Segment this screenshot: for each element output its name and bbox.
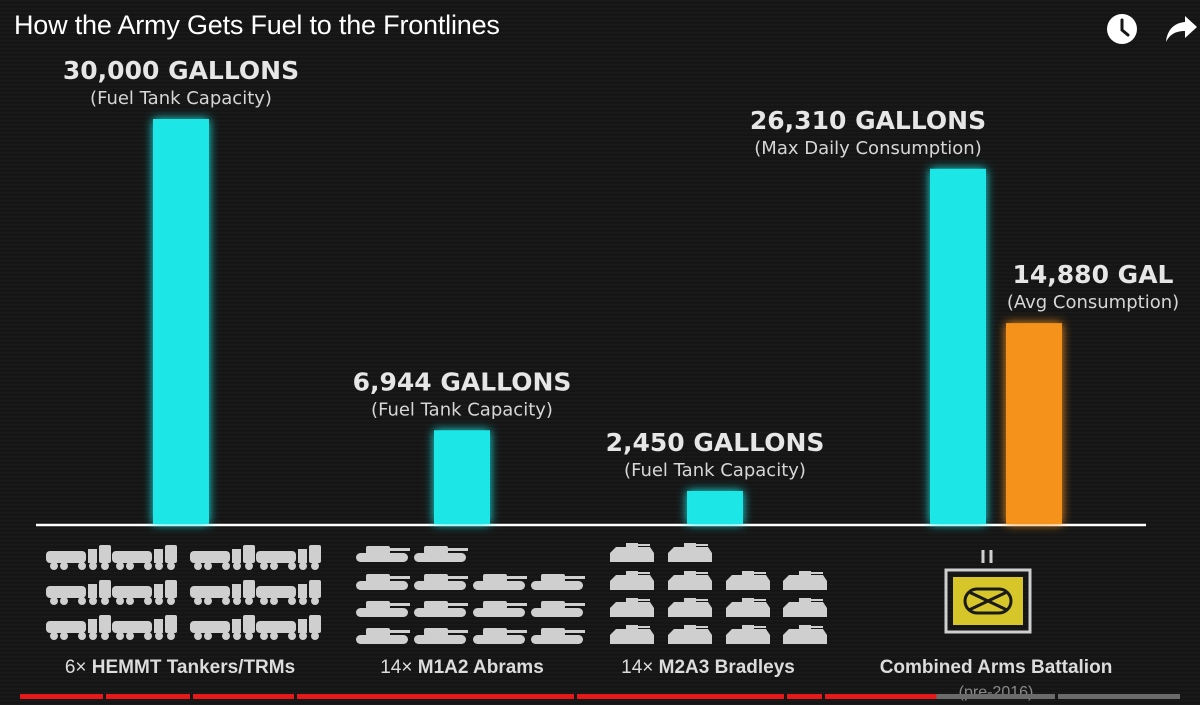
bar-value-label: 14,880 GAL xyxy=(1013,260,1174,289)
bar-hemmt xyxy=(153,119,209,524)
hemmt-truck-icon xyxy=(256,580,321,605)
bar-value-label: 30,000 GALLONS xyxy=(63,56,299,85)
bradley-ifv-icon xyxy=(726,598,770,617)
chapter-marker xyxy=(574,694,577,699)
bradley-ifv-icon xyxy=(783,598,827,617)
abrams-tank-icon xyxy=(414,601,468,617)
bradley-ifv-icon xyxy=(726,571,770,590)
hemmt-truck-icon xyxy=(112,545,177,570)
hemmt-truck-icon xyxy=(46,580,111,605)
abrams-tank-icon xyxy=(356,546,410,562)
bradley-ifv-icon xyxy=(726,625,770,644)
group-label-abrams: 14× M1A2 Abrams xyxy=(380,657,544,678)
abrams-tank-icon xyxy=(356,628,410,644)
bradley-ifv-icon xyxy=(610,571,654,590)
hemmt-truck-icon xyxy=(256,545,321,570)
bar-value-label: 26,310 GALLONS xyxy=(750,106,986,135)
chapter-marker xyxy=(294,694,297,699)
group-label-bradleys: 14× M2A3 Bradleys xyxy=(621,657,795,678)
chapter-marker xyxy=(190,694,193,699)
bradley-ifv-icon xyxy=(668,598,712,617)
abrams-tank-icon xyxy=(356,601,410,617)
abrams-tank-icon xyxy=(356,574,410,590)
bar-value-label: 2,450 GALLONS xyxy=(606,428,825,457)
hemmt-truck-icon xyxy=(112,580,177,605)
bradley-ifv-icon xyxy=(610,625,654,644)
bar-battalion xyxy=(930,168,986,524)
bar-m1a2 xyxy=(434,430,490,524)
hemmt-truck-icon-group xyxy=(46,545,321,640)
bradley-ifv-icon-group xyxy=(610,543,827,644)
group-label-battalion: Combined Arms Battalion xyxy=(880,657,1113,678)
bar-battalion-avg xyxy=(1006,323,1062,524)
bar-sub-label: (Fuel Tank Capacity) xyxy=(90,88,272,109)
group-label-hemmt: 6× HEMMT Tankers/TRMs xyxy=(65,657,295,678)
abrams-tank-icon xyxy=(473,574,527,590)
hemmt-truck-icon xyxy=(190,615,255,640)
bradley-ifv-icon xyxy=(610,598,654,617)
bradley-ifv-icon xyxy=(783,625,827,644)
hemmt-truck-icon xyxy=(46,545,111,570)
abrams-tank-icon-group xyxy=(356,546,585,644)
abrams-tank-icon xyxy=(531,628,585,644)
bar-sub-label: (Max Daily Consumption) xyxy=(754,138,981,159)
battalion-symbol-icon xyxy=(944,550,1032,634)
bar-value-label: 6,944 GALLONS xyxy=(353,367,572,396)
abrams-tank-icon xyxy=(531,574,585,590)
progress-played xyxy=(20,694,937,699)
bar-sub-label: (Fuel Tank Capacity) xyxy=(624,460,806,481)
abrams-tank-icon xyxy=(414,546,468,562)
chapter-marker xyxy=(1055,694,1058,699)
bar-m2a3 xyxy=(687,490,743,524)
bradley-ifv-icon xyxy=(783,571,827,590)
bradley-ifv-icon xyxy=(668,571,712,590)
abrams-tank-icon xyxy=(473,628,527,644)
bar-sub-label: (Fuel Tank Capacity) xyxy=(371,399,553,420)
video-progress-bar[interactable] xyxy=(20,694,1180,699)
bar-sub-label: (Avg Consumption) xyxy=(1007,292,1179,313)
hemmt-truck-icon xyxy=(256,615,321,640)
bradley-ifv-icon xyxy=(610,543,654,562)
chapter-marker xyxy=(784,694,787,699)
chapter-marker xyxy=(103,694,106,699)
hemmt-truck-icon xyxy=(190,580,255,605)
hemmt-truck-icon xyxy=(112,615,177,640)
abrams-tank-icon xyxy=(531,601,585,617)
abrams-tank-icon xyxy=(414,574,468,590)
hemmt-truck-icon xyxy=(46,615,111,640)
video-title: How the Army Gets Fuel to the Frontlines xyxy=(14,10,500,40)
clock-icon[interactable] xyxy=(1105,12,1139,46)
bradley-ifv-icon xyxy=(668,543,712,562)
chapter-marker xyxy=(822,694,825,699)
share-icon[interactable] xyxy=(1163,12,1199,46)
hemmt-truck-icon xyxy=(190,545,255,570)
abrams-tank-icon xyxy=(473,601,527,617)
bradley-ifv-icon xyxy=(668,625,712,644)
abrams-tank-icon xyxy=(414,628,468,644)
